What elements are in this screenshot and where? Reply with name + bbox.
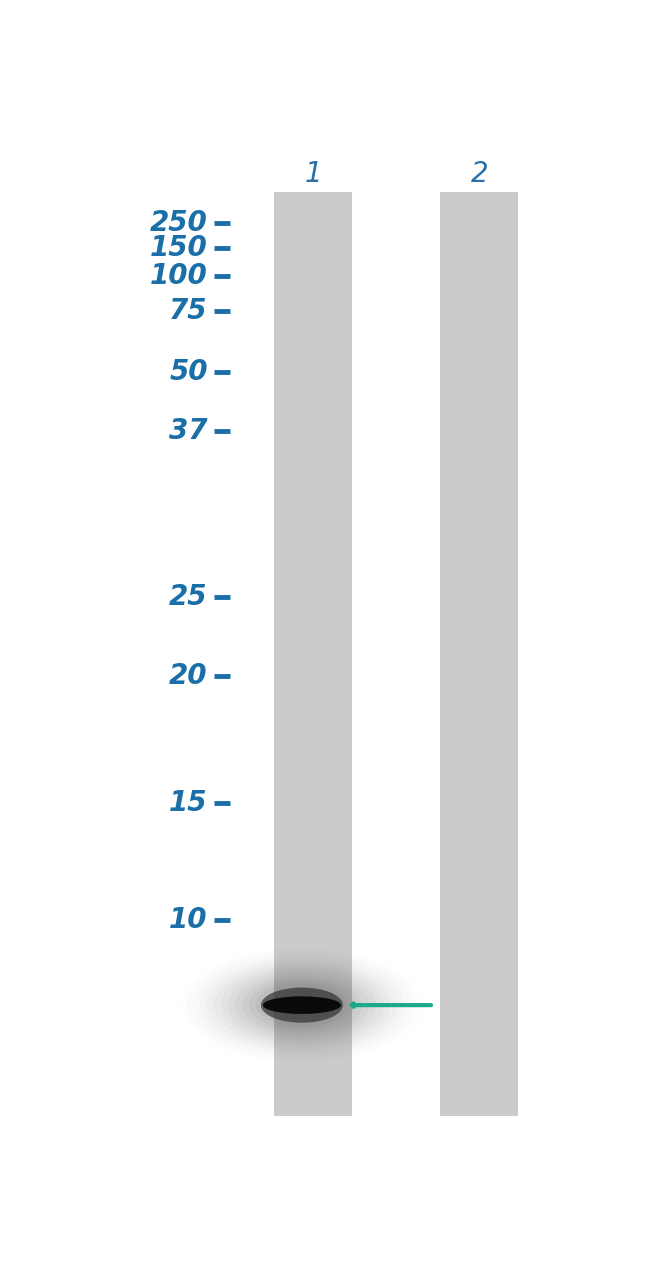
Ellipse shape — [263, 997, 341, 1013]
Text: 37: 37 — [169, 417, 208, 444]
Ellipse shape — [261, 988, 343, 1022]
Text: 50: 50 — [169, 358, 208, 386]
Bar — [274, 192, 352, 1115]
Text: 150: 150 — [150, 234, 208, 262]
Text: 10: 10 — [169, 906, 208, 933]
Bar — [440, 192, 518, 1115]
Text: 75: 75 — [169, 297, 208, 325]
Text: 20: 20 — [169, 662, 208, 690]
Ellipse shape — [256, 983, 348, 1027]
Text: 25: 25 — [169, 583, 208, 611]
Text: 250: 250 — [150, 208, 208, 236]
Ellipse shape — [249, 980, 355, 1030]
Text: 2: 2 — [471, 160, 488, 188]
Text: 100: 100 — [150, 262, 208, 290]
Text: 1: 1 — [304, 160, 322, 188]
Text: 15: 15 — [169, 789, 208, 817]
